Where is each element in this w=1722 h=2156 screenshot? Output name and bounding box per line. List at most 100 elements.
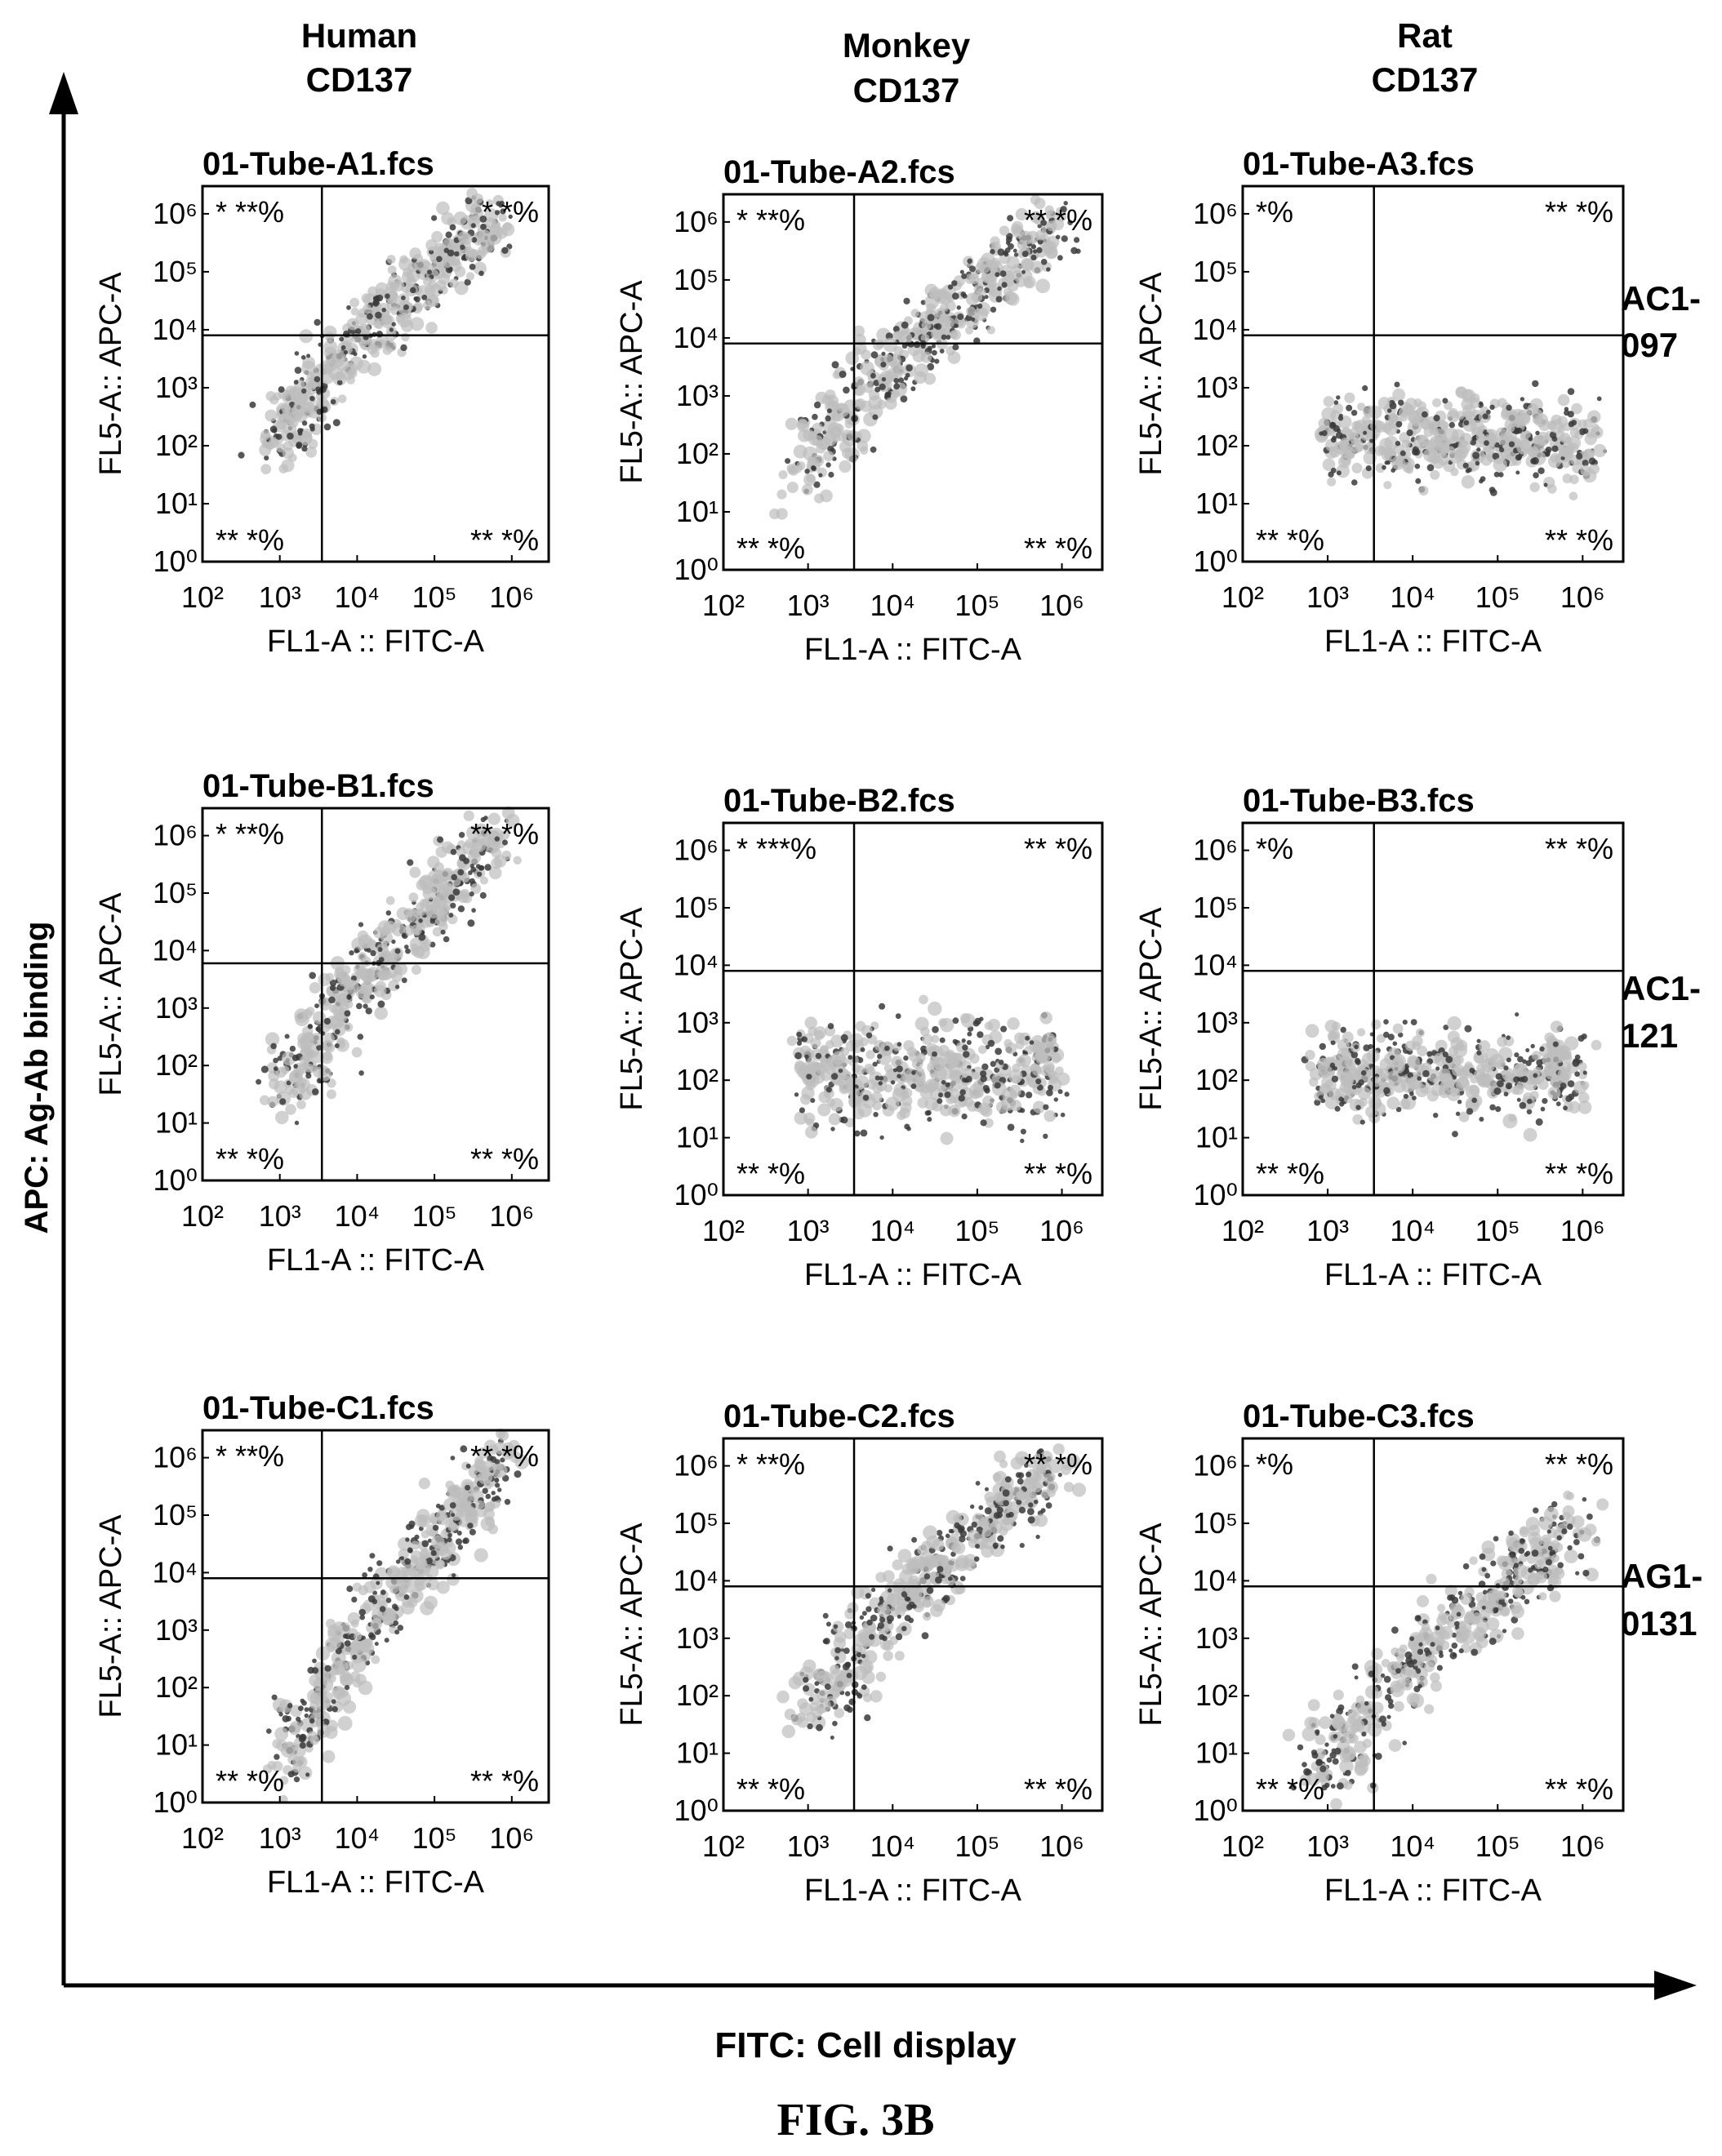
data-point xyxy=(1462,1563,1470,1570)
data-point xyxy=(1035,1078,1042,1085)
data-point xyxy=(425,239,438,251)
x-tick-label: 10² xyxy=(181,1199,224,1233)
data-point xyxy=(981,1527,992,1537)
data-point xyxy=(331,1706,338,1713)
data-point xyxy=(849,1033,864,1047)
x-tick-label: 10² xyxy=(181,1821,224,1855)
data-point xyxy=(1444,428,1459,442)
data-point xyxy=(1331,1075,1339,1082)
data-point xyxy=(435,1510,447,1522)
data-point xyxy=(1040,1508,1046,1514)
data-point xyxy=(1352,1718,1365,1731)
quadrant-label-upper-left: *% xyxy=(1256,832,1293,865)
data-point xyxy=(1538,1516,1553,1531)
data-point xyxy=(879,1002,886,1010)
data-point xyxy=(1034,198,1046,210)
data-point xyxy=(854,342,867,355)
data-point xyxy=(393,280,405,292)
y-tick-label: 10² xyxy=(155,1048,198,1082)
y-tick-label: 10³ xyxy=(1195,1006,1238,1039)
data-point xyxy=(417,1514,431,1528)
data-point xyxy=(293,380,299,385)
data-point xyxy=(1574,1054,1581,1060)
data-point xyxy=(891,389,901,398)
data-point xyxy=(1330,1040,1336,1046)
row-label-3-line1: AG1- xyxy=(1621,1557,1702,1595)
data-point xyxy=(1542,1566,1549,1573)
y-tick-label: 10³ xyxy=(676,1006,719,1039)
data-point xyxy=(975,1481,981,1486)
data-point xyxy=(469,891,474,897)
data-point xyxy=(1029,1040,1035,1045)
data-point xyxy=(1426,1654,1438,1666)
data-point xyxy=(1476,1038,1481,1043)
data-point xyxy=(980,1119,987,1127)
data-point xyxy=(805,1126,818,1139)
y-tick-label: 10⁰ xyxy=(1194,1178,1238,1211)
data-point xyxy=(1456,1611,1462,1617)
data-point xyxy=(266,1728,272,1734)
data-point xyxy=(1591,1039,1602,1051)
quadrant-label-lower-left: ** *% xyxy=(736,1157,805,1190)
data-point xyxy=(1399,413,1408,422)
data-point xyxy=(932,1598,946,1612)
data-point xyxy=(1388,413,1398,423)
data-point xyxy=(372,340,383,351)
data-point xyxy=(1413,398,1422,407)
data-point xyxy=(794,1051,802,1060)
data-point xyxy=(274,1754,280,1760)
data-point xyxy=(937,1566,944,1573)
data-point xyxy=(1530,1043,1535,1049)
data-point xyxy=(1396,1653,1405,1662)
data-point xyxy=(818,1091,830,1104)
data-point xyxy=(1447,1030,1460,1043)
data-point xyxy=(355,985,369,999)
data-point xyxy=(436,256,443,263)
data-point xyxy=(860,1047,865,1052)
data-point xyxy=(280,1743,296,1758)
data-point xyxy=(1321,430,1328,437)
plot-frame xyxy=(722,193,1104,571)
data-point xyxy=(1514,1052,1520,1058)
data-point xyxy=(294,367,302,374)
data-point xyxy=(1479,1554,1486,1560)
data-point xyxy=(905,372,910,378)
y-tick-label: 10⁶ xyxy=(674,834,719,867)
data-point xyxy=(438,273,451,285)
data-point xyxy=(815,1052,822,1060)
data-point xyxy=(1498,444,1503,449)
data-point xyxy=(372,1598,378,1605)
data-point xyxy=(804,1016,817,1029)
data-point xyxy=(352,1654,358,1660)
data-point xyxy=(870,372,876,379)
data-point xyxy=(391,971,403,983)
y-tick-label: 10² xyxy=(676,1678,719,1712)
data-point xyxy=(394,1570,408,1584)
data-point xyxy=(1520,1539,1525,1545)
panel-title: 01-Tube-C1.fcs xyxy=(202,1390,434,1426)
data-point xyxy=(1495,1106,1502,1113)
x-tick-label: 10⁴ xyxy=(1390,580,1435,614)
data-point xyxy=(1479,478,1484,484)
panel-9: 01-Tube-C3.fcs*% ** *%** *% ** *%10⁰10¹10²… xyxy=(1134,1398,1625,1908)
data-point xyxy=(822,1612,829,1619)
data-point xyxy=(404,1558,412,1565)
data-point xyxy=(323,1051,332,1061)
x-tick-label: 10² xyxy=(702,1214,745,1247)
data-point xyxy=(1386,1096,1400,1110)
data-point xyxy=(301,1700,307,1706)
data-point xyxy=(464,278,471,286)
data-point xyxy=(834,1679,847,1691)
data-point xyxy=(305,1007,315,1016)
data-point xyxy=(861,1670,875,1684)
data-point xyxy=(935,1576,942,1584)
data-point xyxy=(818,473,823,478)
data-point xyxy=(260,464,272,474)
data-point xyxy=(265,409,278,422)
x-tick-label: 10⁴ xyxy=(870,589,916,622)
data-point xyxy=(427,905,441,919)
data-point xyxy=(1464,1612,1475,1624)
data-point xyxy=(1548,455,1561,469)
data-point xyxy=(323,340,338,354)
